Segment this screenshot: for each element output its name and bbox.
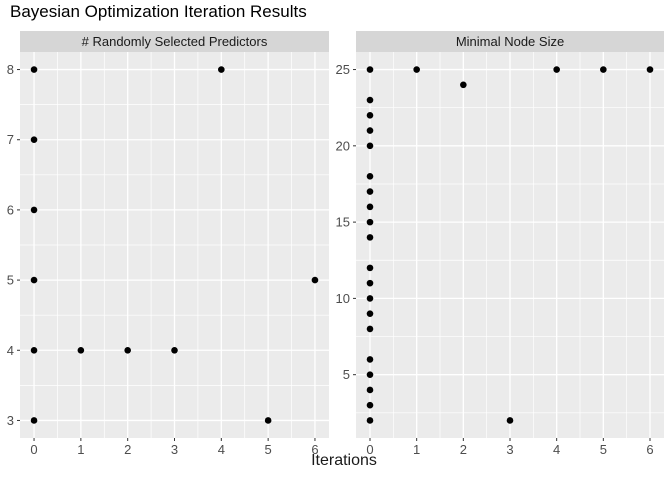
data-point [366,295,374,302]
data-point [506,417,514,424]
data-point [366,203,374,211]
plot-title: Bayesian Optimization Iteration Results [10,2,307,21]
x-tick-label: 2 [460,442,467,457]
x-tick-label: 4 [553,442,560,457]
data-point [264,417,272,424]
data-point [366,310,374,317]
data-point [311,276,319,284]
y-tick-label: 4 [7,343,14,358]
data-point [366,173,374,180]
facet-minimal-node-size: Minimal Node Size 0 1 2 3 4 5 6 5 10 15 20 25 [330,31,672,458]
y-tick-label: 5 [343,367,350,382]
data-point [366,325,374,333]
data-point [366,417,374,424]
data-point [600,66,607,73]
x-tick-label: 0 [366,442,373,457]
data-point [30,206,38,214]
y-tick-label: 3 [7,413,14,428]
data-point [30,346,38,354]
data-point [218,66,225,73]
panel-svg-0: 0 1 2 3 4 5 6 3 4 5 6 7 8 [7,52,329,457]
data-point [366,279,374,287]
data-point [366,264,374,272]
y-tick-label: 15 [336,215,350,230]
data-point [30,276,38,284]
y-tick-label: 5 [7,273,14,288]
y-tick-label: 8 [7,62,14,77]
x-tick-label: 5 [600,442,607,457]
data-point [30,66,38,73]
data-point [366,371,374,378]
x-tick-label: 1 [77,442,84,457]
x-tick-label: 2 [124,442,131,457]
x-tick-label: 4 [218,442,225,457]
panel-svg-1: 0 1 2 3 4 5 6 5 10 15 20 25 [336,52,664,457]
y-tick-label: 6 [7,202,14,217]
y-tick-label: 20 [336,138,350,153]
data-point [124,346,131,354]
data-point [413,66,420,73]
x-tick-label: 0 [30,442,37,457]
data-point [366,234,374,241]
data-point [171,346,178,354]
y-tick-label: 7 [7,132,14,147]
data-point [366,96,374,104]
facet-strip-label: # Randomly Selected Predictors [20,31,329,52]
data-point [646,66,654,73]
facet-randomly-selected-predictors: # Randomly Selected Predictors 0 1 2 3 4 5 6 3 4… [0,31,335,458]
x-tick-label: 3 [506,442,513,457]
y-tick-label: 10 [336,291,350,306]
y-tick-label: 25 [336,62,350,77]
data-point [30,136,38,144]
data-point [366,142,374,150]
data-point [366,386,374,394]
data-point [77,346,85,354]
data-point [366,356,374,363]
x-tick-label: 3 [171,442,178,457]
x-tick-label: 6 [646,442,653,457]
x-tick-label: 6 [311,442,318,457]
data-point [366,66,374,73]
data-point [366,401,374,409]
data-point [366,188,374,195]
data-point [460,81,467,89]
facet-strip-label: Minimal Node Size [356,31,664,52]
x-axis-title: Iterations [311,452,377,469]
data-point [366,112,374,119]
x-tick-label: 5 [265,442,272,457]
data-point [366,127,374,134]
data-point [30,417,38,424]
data-point [366,218,374,226]
data-point [553,66,560,73]
x-tick-label: 1 [413,442,420,457]
